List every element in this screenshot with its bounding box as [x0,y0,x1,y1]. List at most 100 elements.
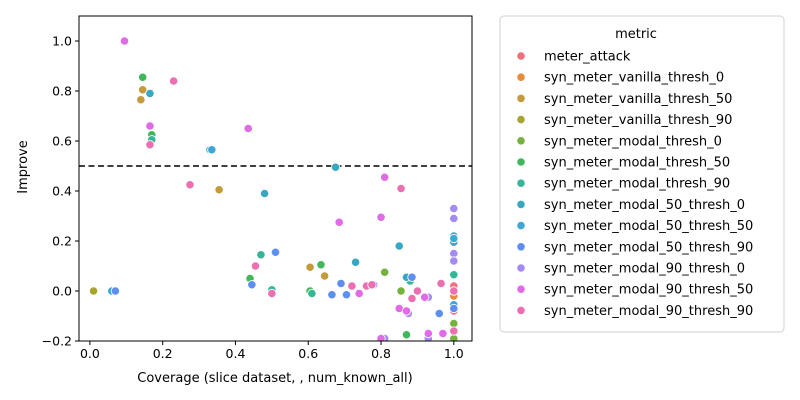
data-point [259,188,270,199]
data-point [449,270,459,280]
data-point [396,286,406,296]
legend-title: metric [615,27,657,42]
data-points [88,36,459,341]
data-point [407,293,417,304]
y-tick-label: 0.8 [52,84,72,99]
legend-items: meter_attack syn_meter_vanilla_thresh_0sy… [516,50,753,319]
y-tick-label: 1.0 [52,34,72,49]
legend-marker [516,263,526,273]
y-axis-label: Improve [16,140,31,193]
y-tick-label: 0.0 [52,284,72,299]
legend-label: syn_meter_modal_50_thresh_90 [544,240,753,255]
data-point [412,286,423,296]
legend-marker [516,136,526,146]
x-axis: 0.0 0.2 0.4 0.6 0.8 1.0 [80,341,464,361]
data-point [347,281,357,291]
legend-label: syn_meter_modal_thresh_90 [544,177,730,192]
data-point [247,280,257,290]
data-point [145,88,155,99]
data-point [449,286,459,296]
legend-label: syn_meter_modal_90_thresh_0 [544,262,745,277]
data-point [327,290,337,300]
data-point [330,162,341,172]
data-point [185,180,195,190]
data-point [138,85,148,95]
legend-marker [516,72,526,82]
data-point [401,306,412,316]
y-axis: −0.2 0.0 0.2 0.4 0.6 0.8 1.0 [42,34,79,349]
legend-label: syn_meter_modal_90_thresh_90 [544,304,753,319]
legend-marker [516,284,526,294]
data-point [88,286,99,296]
plot-background [79,16,472,341]
x-tick-label: 0.2 [153,346,173,361]
legend-frame [499,15,785,333]
legend-marker [516,157,526,167]
data-point [145,140,155,150]
data-point [380,172,390,182]
data-point [407,272,417,282]
legend-marker [516,199,526,209]
plot-area [78,15,473,342]
data-point [307,288,317,299]
legend-marker [516,93,526,104]
data-point [449,256,459,266]
data-point [376,212,386,222]
data-point [367,280,377,290]
legend-marker [516,115,526,125]
legend-marker [516,178,526,188]
data-point [270,247,281,257]
x-axis-label: Coverage (slice dataset, , num_known_all… [137,371,412,386]
data-point [350,257,361,267]
data-point [267,288,277,299]
legend-label: syn_meter_vanilla_thresh_90 [544,113,732,128]
x-tick-label: 0.0 [80,346,100,361]
data-point [434,308,444,319]
legend-label: syn_meter_modal_thresh_0 [544,134,722,149]
data-point [396,183,406,194]
legend-label: syn_meter_vanilla_thresh_50 [544,92,732,107]
legend-marker [516,221,526,231]
data-point [136,95,146,105]
data-point [449,213,459,224]
data-point [376,333,386,341]
data-point [145,121,155,131]
data-point [169,76,179,86]
data-point [449,233,459,244]
legend-label: syn_meter_modal_90_thresh_50 [544,283,753,298]
data-point [449,203,459,214]
data-point [207,145,217,155]
y-tick-label: 0.6 [52,134,72,149]
y-tick-label: 0.4 [52,184,72,199]
legend-marker [516,305,526,315]
data-point [119,36,130,46]
data-point [401,330,412,340]
data-point [438,328,448,339]
data-point [341,290,352,300]
x-tick-label: 1.0 [444,346,464,361]
x-tick-label: 0.4 [226,346,246,361]
legend-label: meter_attack [544,50,631,65]
data-point [436,278,446,289]
plot-frame [78,15,473,342]
legend-marker [516,242,526,252]
data-point [250,261,261,271]
data-point [449,303,459,314]
data-point [320,271,330,281]
data-point [394,241,404,251]
data-point [354,288,364,299]
legend-label: syn_meter_vanilla_thresh_0 [544,71,724,86]
data-point [243,123,253,134]
data-point [316,260,326,270]
data-point [380,267,390,277]
x-tick-label: 0.8 [371,346,391,361]
data-point [110,286,120,296]
y-tick-label: 0.2 [52,234,72,249]
data-point [449,326,459,336]
data-point [420,292,430,302]
legend: metric meter_attack syn_meter_vanilla_thr… [499,15,785,333]
legend-label: syn_meter_modal_50_thresh_50 [544,219,753,234]
data-point [138,72,148,82]
data-point [305,262,315,272]
